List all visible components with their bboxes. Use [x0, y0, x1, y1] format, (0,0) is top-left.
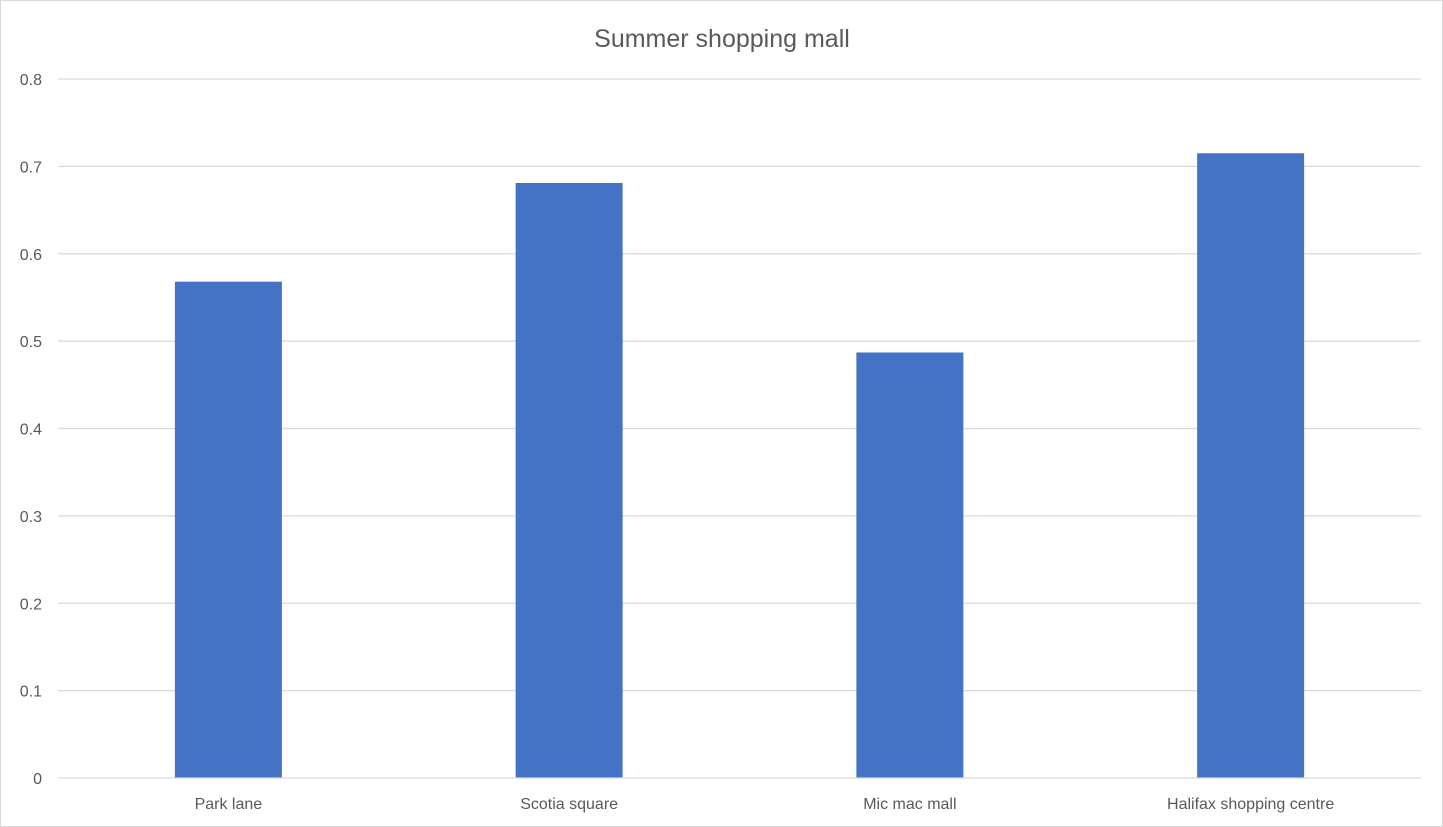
bar: [856, 352, 964, 778]
x-tick-label: Scotia square: [520, 796, 618, 813]
y-tick-label: 0.5: [20, 334, 42, 351]
bar: [174, 281, 282, 778]
x-tick-label: Halifax shopping centre: [1167, 796, 1334, 813]
y-tick-label: 0.7: [20, 159, 42, 176]
x-tick-label: Park lane: [195, 796, 263, 813]
x-tick-label: Mic mac mall: [863, 796, 956, 813]
y-tick-label: 0.4: [20, 422, 42, 439]
y-tick-label: 0.2: [20, 596, 42, 613]
y-axis-tick-labels: 0 0.1 0.2 0.3 0.4 0.5 0.6 0.7 0.8: [20, 72, 42, 788]
x-axis-tick-labels: Park lane Scotia square Mic mac mall Halifa…: [195, 796, 1335, 813]
y-tick-label: 0: [33, 771, 42, 788]
y-tick-label: 0.3: [20, 509, 42, 526]
chart-title: Summer shopping mall: [594, 25, 850, 53]
y-tick-label: 0.1: [20, 684, 42, 701]
bar: [1197, 153, 1305, 779]
bars: [174, 153, 1305, 779]
bar: [515, 182, 623, 778]
gridlines: [58, 78, 1421, 692]
y-tick-label: 0.6: [20, 247, 42, 264]
y-tick-label: 0.8: [20, 72, 42, 89]
